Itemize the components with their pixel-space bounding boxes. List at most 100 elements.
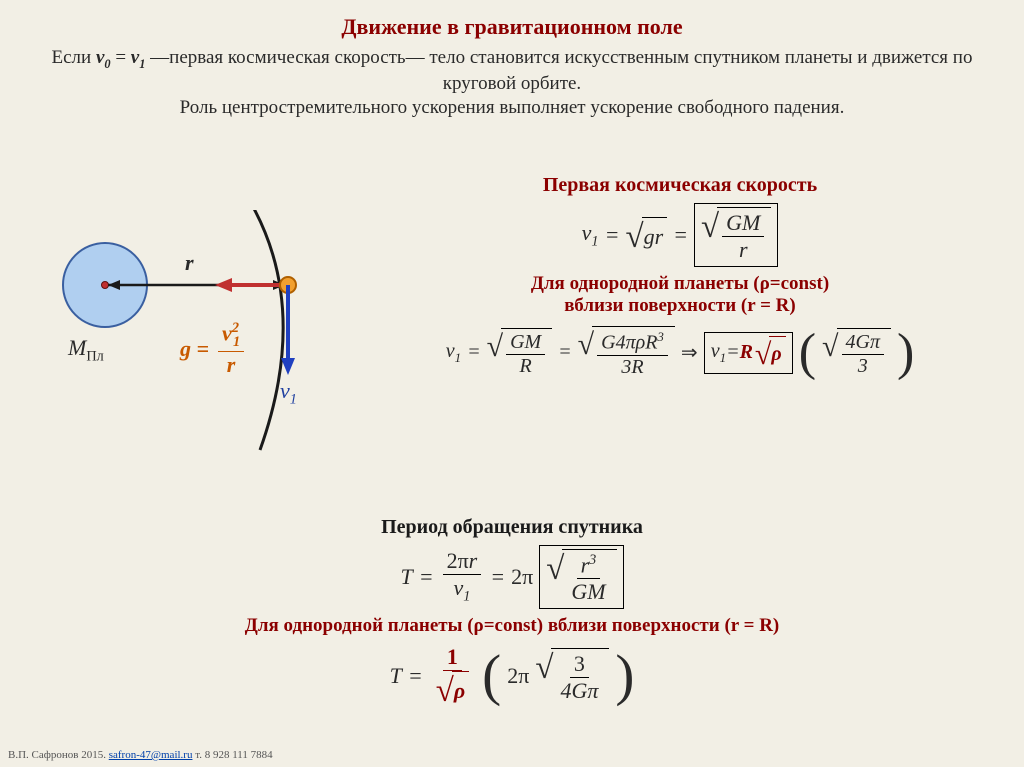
frac-3-4gpi: 3 4Gπ: [556, 651, 602, 704]
paren-l: (: [799, 323, 816, 382]
T2-sym: T: [390, 663, 402, 689]
frac-g4pi: G4πρR3 3R: [597, 329, 668, 379]
sub-0: 0: [104, 57, 110, 71]
v1-expanded-formula: v1 = GM R = G4πρR3 3R ⇒ v1 = R ρ ( 4Gπ: [370, 323, 990, 382]
g-num-sub: 1: [233, 334, 240, 350]
num-2pi: 2π: [447, 548, 469, 573]
lower-block: Период обращения спутника T = 2πr v1 = 2…: [0, 510, 1024, 714]
intro-eq: =: [115, 47, 130, 68]
intro-text: Если v0 = v1 —первая космическая скорост…: [0, 40, 1024, 120]
paren-r2: ): [615, 643, 634, 708]
num-4gpi: 4Gπ: [842, 331, 884, 355]
sub-l1: Для однородной планеты (ρ=const): [531, 273, 829, 294]
v1-arrow-label: v1: [280, 378, 297, 408]
frac-r3gm: r3 GM: [567, 552, 609, 605]
den-4gpi: 4Gπ: [556, 678, 602, 704]
T-sym: T: [400, 564, 412, 590]
footer-email-link[interactable]: safron-47@mail.ru: [109, 749, 193, 761]
f2-rhs-v: v: [711, 340, 720, 362]
velocity-arrow-head: [281, 358, 295, 375]
footer: В.П. Сафронов 2015. safron-47@mail.ru т.…: [8, 749, 273, 761]
g-num-v: v: [222, 320, 232, 345]
sqrt-r3gm: r3 GM: [546, 549, 616, 605]
boxed-r3gm: r3 GM: [539, 545, 623, 609]
frac-4gpi3: 4Gπ 3: [842, 331, 884, 378]
g-lhs: g =: [180, 336, 209, 362]
frac-2pir-v1: 2πr v1: [443, 548, 482, 605]
rad-gm-r: GM r: [717, 207, 771, 263]
g-num: v21: [218, 320, 244, 352]
paren-r: ): [897, 323, 914, 382]
rad-4gpi3: 4Gπ 3: [837, 328, 891, 378]
orbit-diagram: r MПл g = v21 r v1: [50, 210, 350, 470]
den-3: 3: [854, 355, 872, 378]
section2-subheading: Для однородной планеты (ρ=const) вблизи …: [0, 615, 1024, 637]
f2-eq2: =: [558, 341, 572, 364]
f-sub: 1: [591, 233, 598, 249]
num-r3-sup: 3: [589, 552, 596, 568]
centripetal-arrow-head: [215, 278, 232, 292]
den-v1: v1: [449, 575, 474, 605]
rad-3-4gpi: 3 4Gπ: [551, 648, 609, 704]
sub-1: 1: [139, 57, 145, 71]
g-frac: v21 r: [218, 320, 244, 378]
num-g4pi-sup: 3: [657, 329, 664, 344]
v1-sub: 1: [290, 391, 297, 407]
rad-rho: ρ: [769, 336, 785, 370]
planet-mass-label: MПл: [68, 335, 104, 365]
sqrt-gr: gr: [625, 217, 667, 254]
right-column: Первая космическая скорость v1 = gr = GM…: [370, 168, 990, 388]
num-g4pi: G4πρR3: [597, 329, 668, 356]
footer-author: В.П. Сафронов 2015.: [8, 749, 109, 761]
boxed-gm-r: GM r: [694, 203, 778, 267]
frac-gm-R: GM R: [506, 331, 545, 378]
T2-eq: =: [408, 663, 423, 689]
intro-line2: Роль центростремительного ускорения выпо…: [180, 97, 845, 118]
T2-2pi: 2π: [507, 663, 529, 689]
num-r: r: [469, 548, 478, 573]
rad-g4pi: G4πρR3 3R: [592, 326, 675, 379]
num-gm: GM: [722, 210, 764, 237]
section2-heading: Период обращения спутника: [0, 516, 1024, 539]
mass-M: M: [68, 335, 86, 360]
orbit-arc: [252, 210, 283, 450]
num-3b: 3: [570, 651, 589, 678]
footer-phone: т. 8 928 111 7884: [195, 749, 272, 761]
den-3R: 3R: [617, 356, 647, 379]
mass-sub: Пл: [86, 348, 103, 364]
frac-gm-r: GM r: [722, 210, 764, 263]
period-rho-formula: T = 1 ρ ( 2π 3 4Gπ ): [0, 643, 1024, 708]
den-R: R: [516, 355, 536, 378]
g-formula: g = v21 r: [180, 320, 247, 378]
intro-v1: v1: [131, 47, 146, 68]
T-2pi: 2π: [511, 564, 533, 590]
f-v: v: [582, 220, 592, 245]
num-gm2: GM: [506, 331, 545, 355]
den-v: v: [453, 575, 463, 600]
den-gm: GM: [567, 579, 609, 605]
sub-l2: вблизи поверхности (r = R): [564, 295, 795, 316]
sqrt-4gpi3: 4Gπ 3: [822, 328, 891, 378]
planet-center-dot: [102, 282, 109, 289]
intro-prefix: Если: [52, 47, 96, 68]
f2-implies: ⇒: [681, 340, 698, 365]
section1-heading: Первая космическая скорость: [370, 174, 990, 197]
rad-rho2: ρ: [452, 671, 469, 708]
f2-eq3: =: [726, 341, 740, 364]
num-g4pi-t: G4πρR: [601, 332, 657, 354]
T-eq: =: [419, 564, 434, 590]
f-eq: =: [605, 222, 620, 248]
rad-r3gm: r3 GM: [562, 549, 616, 605]
v1-v: v: [280, 378, 290, 403]
rad-gm-R: GM R: [501, 328, 552, 378]
den-r: r: [735, 237, 752, 263]
num-2pir: 2πr: [443, 548, 482, 575]
f2-sub: 1: [455, 350, 462, 365]
sqrt-gm-R: GM R: [487, 328, 553, 378]
sqrt-rho: ρ: [755, 336, 786, 370]
boxed-result: v1 = R ρ: [704, 332, 793, 374]
page-title: Движение в гравитационном поле: [0, 0, 1024, 40]
sqrt-gm-r: GM r: [701, 207, 771, 263]
v-symbol: v: [131, 47, 139, 68]
f2-v: v: [446, 340, 455, 362]
